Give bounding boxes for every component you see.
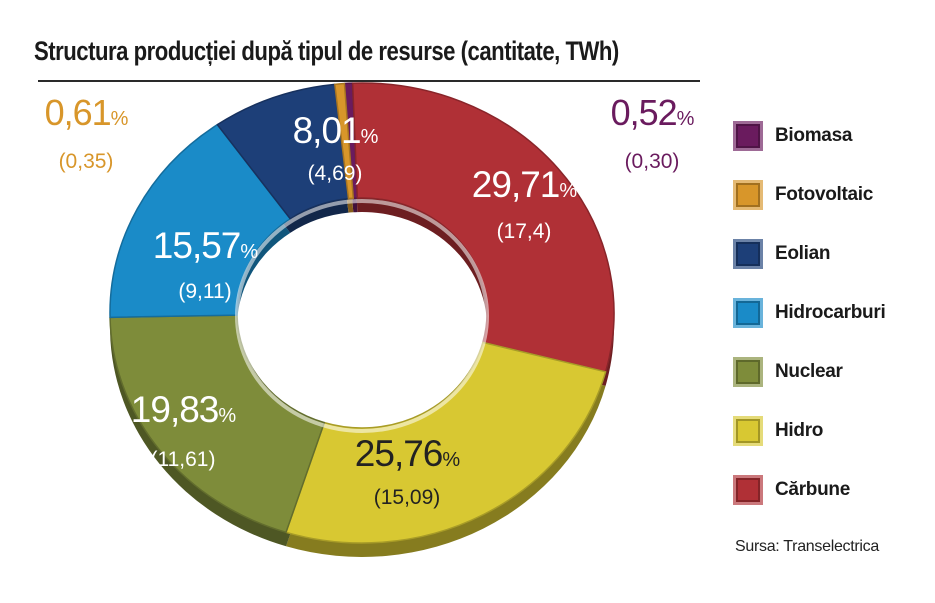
legend-item-hidro: Hidro: [733, 401, 885, 460]
slice-value-label-nuclear: (11,61): [151, 448, 216, 471]
slice-value-label-biomasa: (0,30): [625, 150, 680, 173]
legend-label-hidrocarburi: Hidrocarburi: [775, 301, 886, 323]
slice-carbune: [351, 82, 615, 373]
slice-value-label-carbune: (17,4): [497, 220, 552, 243]
legend-label-hidro: Hidro: [775, 419, 824, 441]
legend-swatch-carbune: [733, 474, 763, 505]
legend-label-carbune: Cărbune: [775, 478, 850, 500]
title-divider: [38, 80, 700, 82]
slice-fotovoltaic: [334, 82, 355, 200]
legend-swatch-hidro: [733, 415, 763, 446]
legend-item-eolian: Eolian: [733, 224, 885, 283]
chart-title: Structura producției după tipul de resur…: [34, 36, 619, 66]
legend-item-nuclear: Nuclear: [733, 342, 885, 401]
slice-value-label-fotovoltaic: (0,35): [59, 150, 114, 173]
legend-swatch-eolian: [733, 238, 763, 269]
slice-percent-label-hidrocarburi: 15,57%: [153, 225, 259, 266]
donut-slices: [109, 82, 615, 544]
legend-swatch-fotovoltaic: [733, 179, 763, 210]
slice-hidro: [285, 341, 607, 544]
slice-percent-label-eolian: 8,01%: [293, 110, 379, 151]
legend-swatch-nuclear: [733, 356, 763, 387]
legend-item-carbune: Cărbune: [733, 460, 885, 519]
donut-hole-rim: [235, 199, 489, 433]
legend-label-biomasa: Biomasa: [775, 124, 853, 146]
slice-percent-label-nuclear: 19,83%: [131, 389, 237, 430]
slice-labels: 0,52% (0,30) 29,71% (17,4) 25,76% (15,09) 19,8…: [45, 92, 696, 509]
chart-legend: Biomasa Fotovoltaic Eolian Hidrocarburi …: [733, 106, 886, 519]
legend-swatch-hidrocarburi: [733, 297, 763, 328]
legend-item-biomasa: Biomasa: [733, 106, 885, 165]
slice-value-label-hidrocarburi: (9,11): [178, 280, 231, 303]
legend-item-hidrocarburi: Hidrocarburi: [733, 283, 886, 342]
legend-label-eolian: Eolian: [775, 242, 831, 264]
legend-swatch-biomasa: [733, 120, 763, 151]
slice-percent-label-carbune: 29,71%: [472, 164, 578, 205]
slice-value-label-eolian: (4,69): [308, 162, 363, 185]
legend-label-nuclear: Nuclear: [775, 360, 843, 382]
slice-percent-label-hidro: 25,76%: [355, 433, 461, 474]
legend-item-fotovoltaic: Fotovoltaic: [733, 165, 885, 224]
slice-nuclear: [109, 314, 326, 534]
source-note: Sursa: Transelectrica: [735, 538, 879, 555]
slice-value-label-hidro: (15,09): [374, 486, 441, 509]
slice-percent-label-biomasa: 0,52%: [611, 92, 695, 133]
slice-percent-label-fotovoltaic: 0,61%: [45, 92, 129, 133]
legend-label-fotovoltaic: Fotovoltaic: [775, 183, 874, 205]
